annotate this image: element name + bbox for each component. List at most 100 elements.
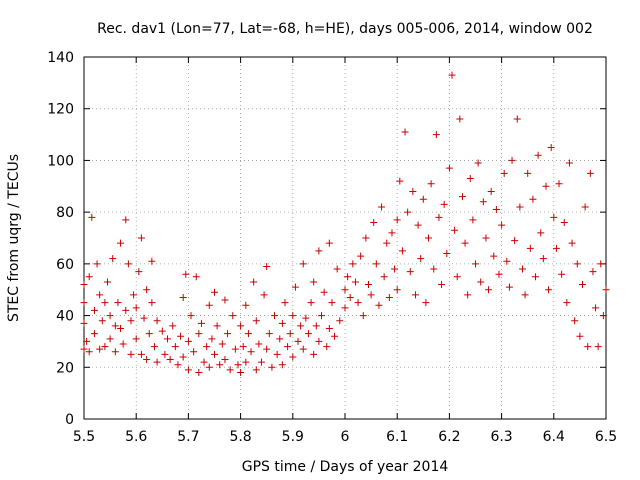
data-point bbox=[526, 244, 534, 252]
data-point bbox=[184, 366, 192, 374]
data-point bbox=[425, 234, 433, 242]
data-point bbox=[323, 343, 331, 351]
data-point bbox=[140, 314, 148, 322]
data-point bbox=[197, 319, 205, 327]
data-point bbox=[179, 293, 187, 301]
data-point bbox=[393, 286, 401, 294]
data-point bbox=[213, 322, 221, 330]
data-point bbox=[521, 291, 529, 299]
data-point bbox=[135, 268, 143, 276]
x-tick-label: 6.2 bbox=[438, 429, 460, 445]
points-layer bbox=[80, 71, 610, 376]
data-point bbox=[602, 286, 610, 294]
tick-layer: 5.5 5.6 5.7 5.8 5.9 6 6.1 6.2 6.3 6.4 6.5 0 20 40 60 80… bbox=[47, 50, 617, 445]
data-point bbox=[122, 306, 130, 314]
data-point bbox=[205, 363, 213, 371]
data-point bbox=[383, 239, 391, 247]
data-point bbox=[589, 268, 597, 276]
y-tick-label: 60 bbox=[56, 257, 74, 273]
data-point bbox=[364, 281, 372, 289]
data-point bbox=[268, 363, 276, 371]
data-point bbox=[122, 216, 130, 224]
data-point bbox=[211, 288, 218, 296]
data-point bbox=[127, 317, 135, 325]
data-point bbox=[490, 252, 498, 260]
data-point bbox=[318, 312, 326, 320]
data-point bbox=[325, 239, 333, 247]
data-point bbox=[341, 304, 349, 312]
data-point bbox=[469, 216, 477, 224]
data-point bbox=[388, 229, 396, 237]
data-point bbox=[529, 195, 537, 203]
data-point bbox=[124, 260, 132, 268]
data-point bbox=[485, 286, 493, 294]
data-point bbox=[130, 291, 138, 299]
data-point bbox=[344, 273, 352, 281]
data-point bbox=[166, 356, 174, 364]
y-tick-label: 20 bbox=[56, 360, 74, 376]
data-point bbox=[370, 218, 378, 226]
chart-title: Rec. dav1 (Lon=77, Lat=-68, h=HE), days … bbox=[97, 21, 593, 37]
data-point bbox=[592, 304, 600, 312]
data-point bbox=[391, 265, 399, 273]
data-point bbox=[127, 350, 135, 358]
data-point bbox=[96, 345, 104, 353]
data-point bbox=[453, 273, 461, 281]
data-point bbox=[234, 361, 242, 369]
data-point bbox=[518, 265, 526, 273]
data-point bbox=[537, 229, 545, 237]
data-point bbox=[307, 299, 315, 307]
data-point bbox=[271, 312, 279, 320]
data-point bbox=[341, 286, 349, 294]
data-point bbox=[90, 306, 98, 314]
data-point bbox=[171, 343, 179, 351]
data-point bbox=[571, 317, 579, 325]
data-point bbox=[208, 335, 216, 343]
data-point bbox=[231, 345, 239, 353]
data-point bbox=[250, 278, 258, 286]
data-point bbox=[88, 213, 96, 221]
data-point bbox=[479, 198, 487, 206]
data-point bbox=[539, 255, 547, 263]
data-point bbox=[80, 299, 88, 307]
data-point bbox=[260, 291, 268, 299]
data-point bbox=[103, 278, 111, 286]
data-point bbox=[584, 343, 592, 351]
data-point bbox=[419, 195, 427, 203]
data-point bbox=[98, 317, 106, 325]
data-point bbox=[445, 164, 453, 172]
data-point bbox=[576, 332, 584, 340]
data-point bbox=[278, 361, 286, 369]
data-point bbox=[505, 283, 513, 291]
data-point bbox=[101, 343, 109, 351]
data-point bbox=[375, 301, 383, 309]
data-point bbox=[111, 322, 119, 330]
data-point bbox=[150, 343, 158, 351]
data-point bbox=[247, 348, 255, 356]
data-point bbox=[302, 314, 310, 322]
data-point bbox=[487, 187, 495, 195]
data-point bbox=[354, 299, 362, 307]
data-point bbox=[179, 353, 187, 361]
data-point bbox=[195, 368, 203, 376]
data-point bbox=[273, 350, 281, 358]
data-point bbox=[349, 260, 357, 268]
data-point bbox=[563, 299, 571, 307]
data-point bbox=[281, 299, 289, 307]
data-point bbox=[80, 345, 88, 353]
data-point bbox=[547, 144, 555, 151]
x-tick-label: 5.7 bbox=[177, 429, 199, 445]
data-point bbox=[205, 301, 213, 309]
data-point bbox=[406, 268, 414, 276]
data-point bbox=[187, 312, 195, 320]
x-tick-label: 6.4 bbox=[543, 429, 565, 445]
y-tick-label: 0 bbox=[65, 412, 74, 428]
data-point bbox=[291, 283, 299, 291]
y-axis-label: STEC from uqrg / TECUs bbox=[6, 154, 22, 322]
data-point bbox=[440, 200, 448, 208]
data-point bbox=[351, 278, 359, 286]
data-point bbox=[184, 337, 192, 345]
data-point bbox=[581, 203, 589, 211]
x-tick-label: 5.5 bbox=[73, 429, 95, 445]
data-point bbox=[380, 273, 388, 281]
